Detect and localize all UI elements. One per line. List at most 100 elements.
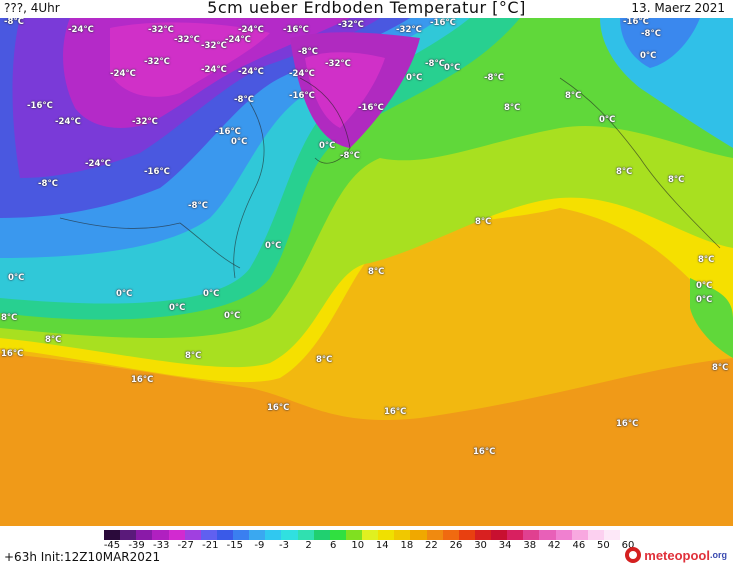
color-scale-tick-label: 42 [547,540,561,551]
color-scale-swatch [410,530,427,540]
map-label: -8°C [484,73,504,83]
color-scale-tick-label: 2 [305,540,312,551]
color-scale-tick-label: 22 [425,540,438,551]
map-label: 16°C [1,349,24,359]
map-label: -8°C [38,179,58,189]
day-hour-label: ???, 4Uhr [4,1,60,15]
color-scale-swatch [200,530,217,540]
map-label: 16°C [267,403,290,413]
map-label: 8°C [698,255,715,265]
map-label: -24°C [110,69,136,79]
color-scale-swatch [539,530,556,540]
map-label: -24°C [55,117,81,127]
color-scale-swatch [345,530,362,540]
map-label: 8°C [368,267,385,277]
color-scale-swatch [426,530,443,540]
map-label: -16°C [144,167,170,177]
map-label: -8°C [641,29,661,39]
color-scale-tick-label: -27 [177,540,194,551]
color-scale-tick-label: 26 [449,540,463,551]
color-scale-swatch [104,530,121,540]
map-label: 0°C [406,73,423,83]
color-scale-tick-label: 60 [621,540,635,551]
map-label: -32°C [338,20,364,30]
map-label: 8°C [475,217,492,227]
map-label: -16°C [27,101,53,111]
map-label: 0°C [640,51,657,61]
color-scale-tick-label: -33 [152,540,170,551]
map-label: 8°C [565,91,582,101]
map-label: 0°C [169,303,186,313]
color-scale-tick-label: 14 [375,540,389,551]
map-label: 0°C [599,115,616,125]
map-label: 0°C [224,311,241,321]
map-label: 16°C [384,407,407,417]
map-label: 16°C [131,375,154,385]
brand[interactable]: meteopool .org [625,546,727,564]
color-scale-swatch [603,530,620,540]
color-scale-swatch [168,530,185,540]
map-label: -16°C [283,25,309,35]
header-bar: ???, 4Uhr 5cm ueber Erdboden Temperatur … [0,0,733,18]
valid-date: 13. Maerz 2021 [631,1,725,15]
color-scale-tick-label: 50 [597,540,610,551]
color-scale-tick-label: -15 [226,540,244,551]
map-label: -8°C [298,47,318,57]
color-scale-swatch [378,530,395,540]
map-label: 0°C [444,63,461,73]
map-label: -24°C [68,25,94,35]
color-scale-tick-label: 10 [351,540,365,551]
meteopool-logo-icon [625,547,642,563]
color-scale-tick-label: 18 [400,540,414,551]
color-scale [104,530,620,540]
map-label: -32°C [201,41,227,51]
color-scale-tick-label: -21 [202,540,219,551]
map-label: 8°C [185,351,202,361]
map-label: -16°C [430,18,456,28]
map-label: -32°C [144,57,170,67]
map-label: 8°C [616,167,633,177]
color-scale-swatch [329,530,346,540]
map-label: 0°C [265,241,282,251]
color-scale-swatch [442,530,459,540]
color-scale-swatch [233,530,250,540]
color-scale-swatch [265,530,282,540]
map-label: -32°C [325,59,351,69]
color-scale-tick-label: -9 [254,540,265,551]
map-title: 5cm ueber Erdboden Temperatur [°C] [207,0,526,17]
map-label: 8°C [45,335,62,345]
map-label: 0°C [231,137,248,147]
map-label: 0°C [696,281,713,291]
color-scale-tick-label: 30 [474,540,487,551]
color-scale-swatch [313,530,330,540]
map-label: 8°C [668,175,685,185]
temperature-map: -8°C -24°C -32°C -24°C -16°C -32°C -32°C… [0,18,733,526]
color-scale-tick-label: -45 [103,540,121,551]
map-label: -32°C [396,25,422,35]
color-scale-swatch [249,530,266,540]
color-scale-swatch [394,530,411,540]
map-label: -16°C [289,91,315,101]
map-label: -24°C [85,159,111,169]
forecast-init-label: +63h Init:12Z10MAR2021 [4,550,161,564]
temperature-field [0,18,733,526]
color-scale-swatch [507,530,524,540]
color-scale-swatch [491,530,508,540]
color-scale-swatch [281,530,298,540]
color-scale-swatch [571,530,588,540]
color-scale-ticks: -45 -39 -33 -27 -21 -15 -9 -3 2 6 10 14 18 22 26 30 34 38… [100,540,635,552]
map-label: 8°C [504,103,521,113]
color-scale-swatch [362,530,379,540]
map-label: -24°C [201,65,227,75]
map-label: -16°C [215,127,241,137]
color-scale-swatch [474,530,491,540]
map-label: 8°C [316,355,333,365]
map-label: -16°C [358,103,384,113]
map-label: -24°C [289,69,315,79]
color-scale-tick-label: 46 [572,540,586,551]
map-label: 0°C [696,295,713,305]
color-scale-swatch [120,530,137,540]
color-scale-swatch [136,530,153,540]
map-label: -8°C [188,201,208,211]
map-label: -24°C [238,25,264,35]
